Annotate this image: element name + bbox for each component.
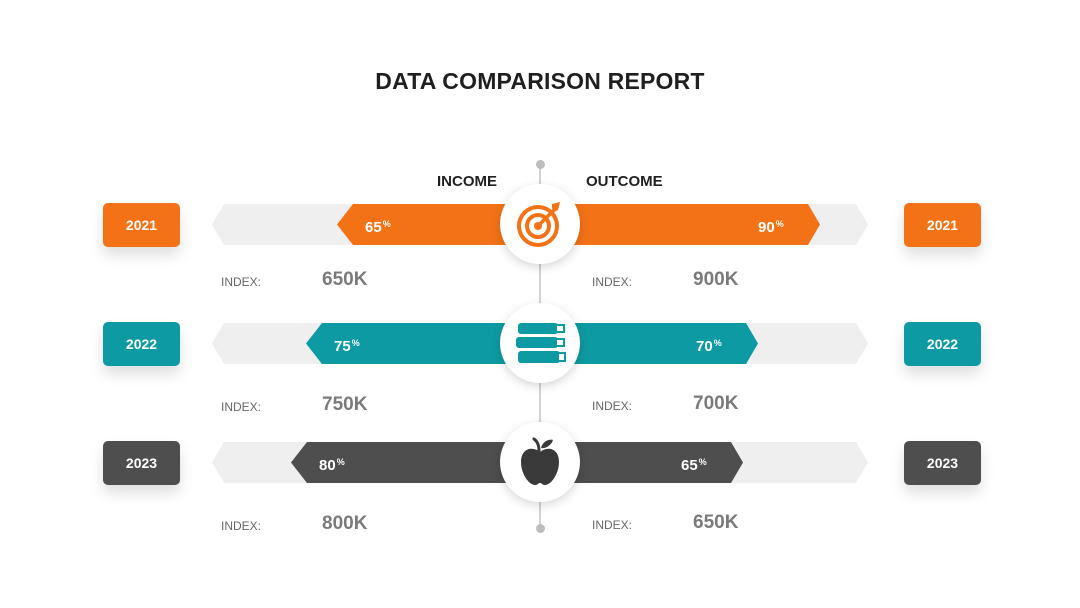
axis-bottom-dot — [536, 524, 545, 533]
outcome-percent: 65% — [681, 457, 707, 474]
outcome-percent-value: 90 — [758, 219, 775, 236]
year-badge-left: 2021 — [103, 203, 180, 247]
income-percent: 75% — [334, 338, 360, 355]
outcome-index-value: 700K — [693, 393, 739, 414]
year-badge-right: 2021 — [904, 203, 981, 247]
outcome-index-value: 650K — [693, 512, 739, 533]
income-percent-value: 65 — [365, 219, 382, 236]
income-percent-value: 75 — [334, 338, 351, 355]
income-index-value: 800K — [322, 513, 368, 534]
outcome-index-label: INDEX: — [592, 275, 633, 289]
income-bar — [291, 442, 540, 483]
year-badge-left: 2023 — [103, 441, 180, 485]
year-badge-right: 2023 — [904, 441, 981, 485]
income-index-value: 750K — [322, 394, 368, 415]
icon-circle — [500, 303, 580, 383]
income-percent: 65% — [365, 219, 391, 236]
page-title: DATA COMPARISON REPORT — [375, 68, 705, 94]
outcome-percent: 70% — [696, 338, 722, 355]
income-index-value: 650K — [322, 269, 368, 290]
outcome-index-label: INDEX: — [592, 399, 633, 413]
income-index-label: INDEX: — [221, 400, 262, 414]
outcome-bar — [540, 204, 820, 245]
outcome-percent-value: 70 — [696, 338, 713, 355]
income-index-label: INDEX: — [221, 519, 262, 533]
income-index-label: INDEX: — [221, 275, 262, 289]
outcome-index-value: 900K — [693, 269, 739, 290]
outcome-index-label: INDEX: — [592, 518, 633, 532]
target-icon — [514, 198, 566, 250]
year-badge-left: 2022 — [103, 322, 180, 366]
apple-icon — [517, 436, 563, 488]
books-icon — [512, 319, 568, 367]
axis-top-dot — [536, 160, 545, 169]
outcome-percent: 90% — [758, 219, 784, 236]
icon-circle — [500, 422, 580, 502]
year-badge-right: 2022 — [904, 322, 981, 366]
outcome-percent-value: 65 — [681, 457, 698, 474]
income-header: INCOME — [437, 173, 497, 190]
income-percent: 80% — [319, 457, 345, 474]
outcome-header: OUTCOME — [586, 173, 663, 190]
icon-circle — [500, 184, 580, 264]
income-percent-value: 80 — [319, 457, 336, 474]
